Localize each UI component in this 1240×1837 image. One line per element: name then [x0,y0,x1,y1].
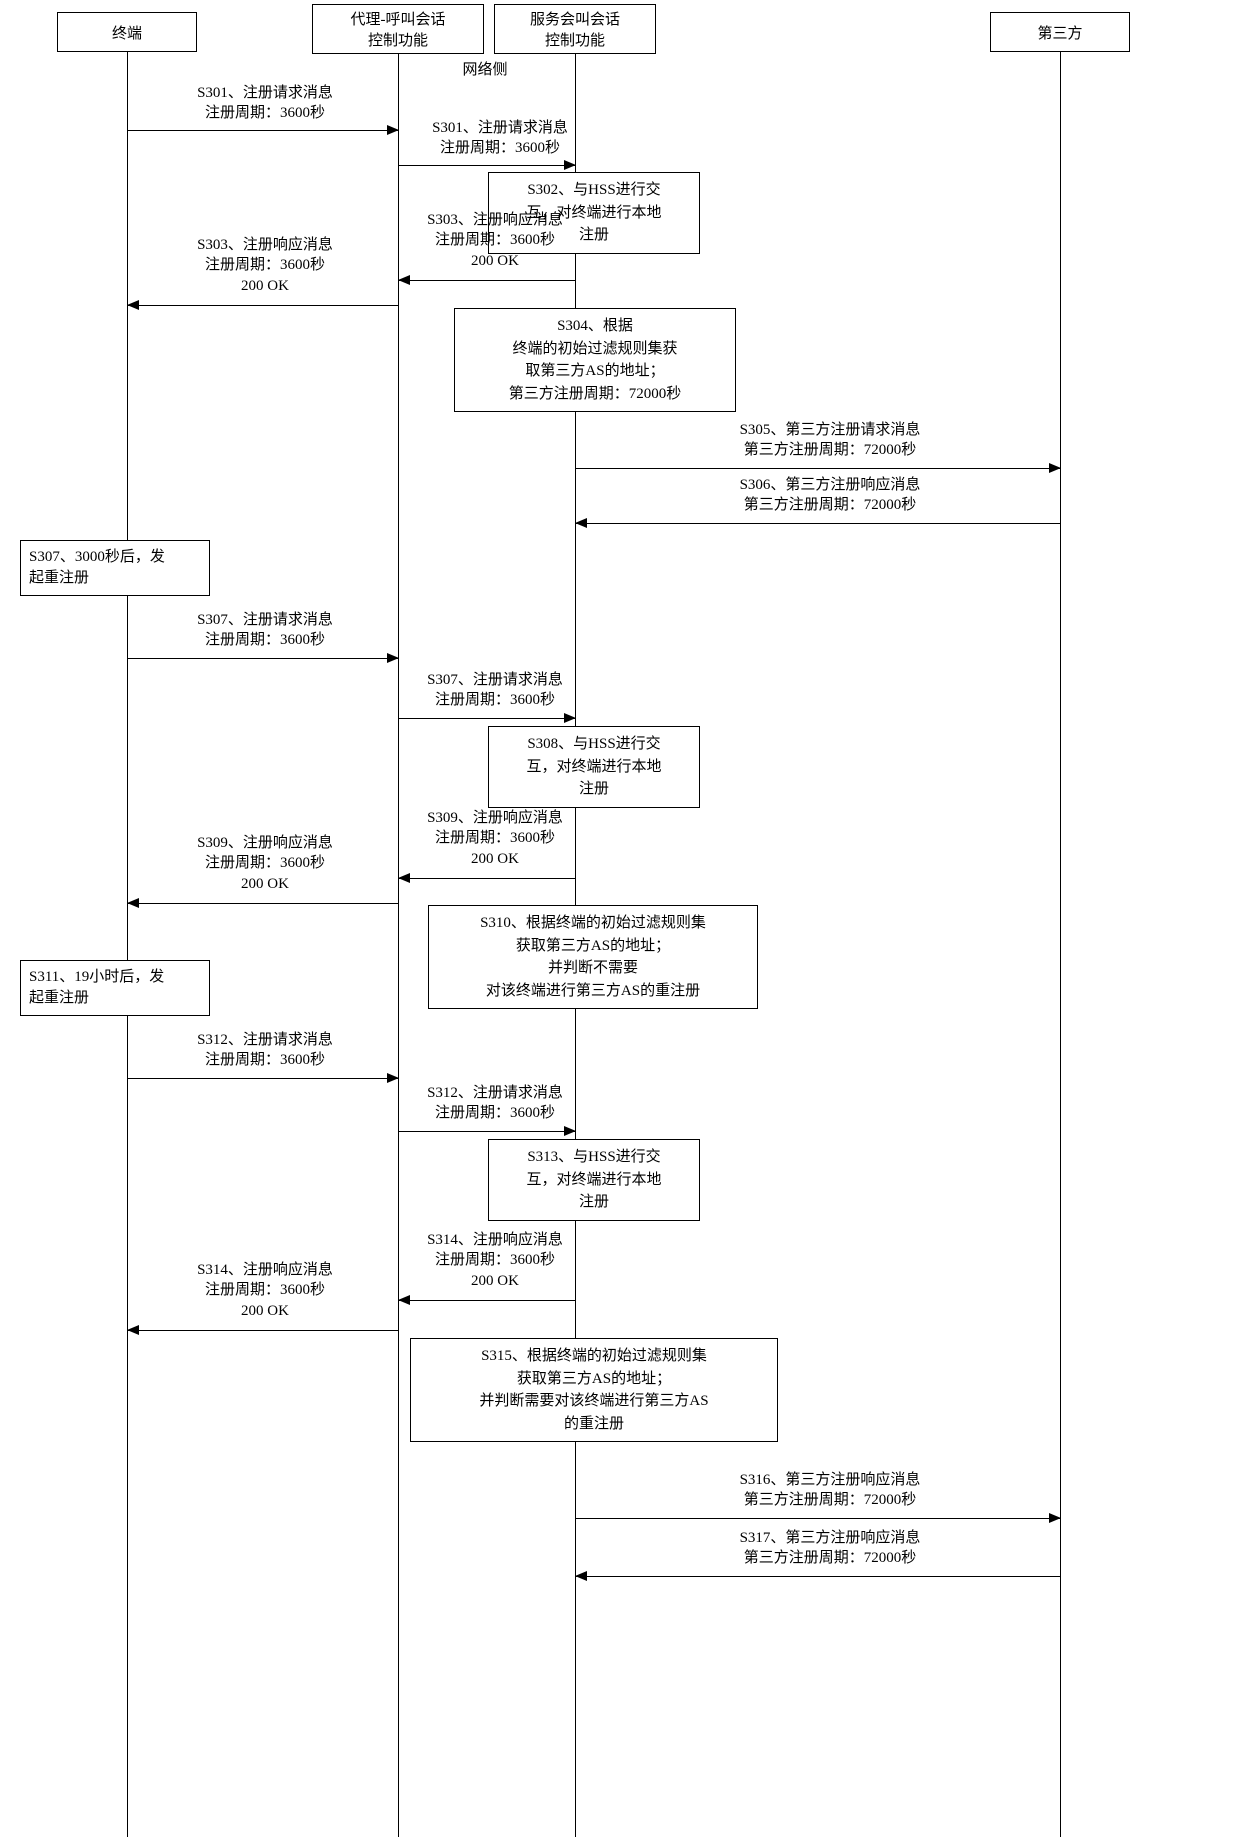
actor-third-label: 第三方 [1037,22,1082,43]
msg-s301a-label: S301、注册请求消息 注册周期：3600秒 [140,83,390,124]
arrow-s306 [576,523,1060,524]
note-s315: S315、根据终端的初始过滤规则集 获取第三方AS的地址； 并判断需要对该终端进… [410,1338,778,1442]
arrow-s317 [576,1576,1060,1577]
msg-s314a-label: S314、注册响应消息 注册周期：3600秒 200 OK [140,1260,390,1321]
network-side-label: 网络侧 [430,58,540,79]
msg-s309b-label: S309、注册响应消息 注册周期：3600秒 200 OK [395,808,595,869]
arrow-s301b [399,165,575,166]
msg-s306-label: S306、第三方注册响应消息 第三方注册周期：72000秒 [600,475,1060,516]
note-s304: S304、根据 终端的初始过滤规则集获 取第三方AS的地址； 第三方注册周期：7… [454,308,736,412]
msg-s312b-label: S312、注册请求消息 注册周期：3600秒 [395,1083,595,1124]
arrow-s314a [128,1330,398,1331]
actor-terminal: 终端 [57,12,197,52]
note-s308: S308、与HSS进行交 互，对终端进行本地 注册 [488,726,700,808]
arrow-s303a [128,305,398,306]
msg-s314b-label: S314、注册响应消息 注册周期：3600秒 200 OK [395,1230,595,1291]
note-s310: S310、根据终端的初始过滤规则集 获取第三方AS的地址； 并判断不需要 对该终… [428,905,758,1009]
msg-s305-label: S305、第三方注册请求消息 第三方注册周期：72000秒 [600,420,1060,461]
arrow-s307b [399,718,575,719]
lifeline-third [1060,52,1061,1837]
actor-third: 第三方 [990,12,1130,52]
arrow-s305 [576,468,1060,469]
msg-s307a-label: S307、注册请求消息 注册周期：3600秒 [140,610,390,651]
msg-s307b-label: S307、注册请求消息 注册周期：3600秒 [395,670,595,711]
arrow-s312b [399,1131,575,1132]
note-s307: S307、3000秒后，发 起重注册 [20,540,210,596]
arrow-s307a [128,658,398,659]
actor-proxy-label: 代理-呼叫会话 控制功能 [351,8,446,50]
msg-s303b-label: S303、注册响应消息 注册周期：3600秒 200 OK [395,210,595,271]
arrow-s303b [399,280,575,281]
lifeline-proxy [398,54,399,1837]
msg-s303a-label: S303、注册响应消息 注册周期：3600秒 200 OK [140,235,390,296]
msg-s301b-label: S301、注册请求消息 注册周期：3600秒 [400,118,600,159]
actor-service-label: 服务会叫会话 控制功能 [530,8,620,50]
arrow-s312a [128,1078,398,1079]
arrow-s314b [399,1300,575,1301]
note-s311: S311、19小时后，发 起重注册 [20,960,210,1016]
sequence-diagram: 终端 代理-呼叫会话 控制功能 服务会叫会话 控制功能 第三方 网络侧 S301… [0,0,1240,1837]
msg-s317-label: S317、第三方注册响应消息 第三方注册周期：72000秒 [600,1528,1060,1569]
arrow-s309a [128,903,398,904]
lifeline-terminal [127,52,128,1837]
actor-proxy: 代理-呼叫会话 控制功能 [312,4,484,54]
arrow-s301a [128,130,398,131]
actor-service: 服务会叫会话 控制功能 [494,4,656,54]
msg-s309a-label: S309、注册响应消息 注册周期：3600秒 200 OK [140,833,390,894]
msg-s316-label: S316、第三方注册响应消息 第三方注册周期：72000秒 [600,1470,1060,1511]
arrow-s316 [576,1518,1060,1519]
actor-terminal-label: 终端 [112,22,142,43]
arrow-s309b [399,878,575,879]
note-s313: S313、与HSS进行交 互，对终端进行本地 注册 [488,1139,700,1221]
msg-s312a-label: S312、注册请求消息 注册周期：3600秒 [140,1030,390,1071]
